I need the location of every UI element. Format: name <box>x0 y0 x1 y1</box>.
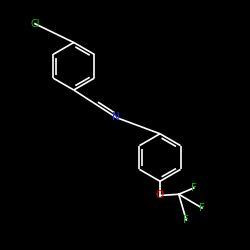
Text: Cl: Cl <box>30 19 40 29</box>
Text: F: F <box>183 215 189 225</box>
Text: F: F <box>191 183 197 193</box>
Text: O: O <box>156 190 164 200</box>
Text: F: F <box>199 203 205 213</box>
Text: N: N <box>112 112 120 122</box>
